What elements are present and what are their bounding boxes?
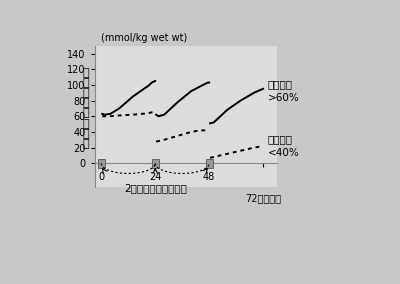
Text: 低糖質食
<40%: 低糖質食 <40% [268, 134, 299, 158]
Bar [206, 159, 212, 168]
Text: コ: コ [82, 98, 89, 108]
Bar [98, 159, 105, 168]
Text: ー: ー [82, 108, 89, 118]
Text: (mmol/kg wet wt): (mmol/kg wet wt) [101, 33, 188, 43]
Text: 高糖質食
>60%: 高糖質食 >60% [268, 80, 299, 103]
Text: 2時間のトレーニング: 2時間のトレーニング [124, 184, 187, 194]
Bar [152, 159, 158, 168]
Text: ン: ン [82, 129, 89, 139]
Text: ゲ: ゲ [82, 119, 89, 129]
Text: 72（時間）: 72（時間） [245, 193, 281, 203]
Text: リ: リ [82, 88, 89, 98]
Text: グ: グ [82, 78, 89, 88]
Text: 量: 量 [82, 139, 89, 149]
Text: 筋: 筋 [82, 68, 89, 78]
